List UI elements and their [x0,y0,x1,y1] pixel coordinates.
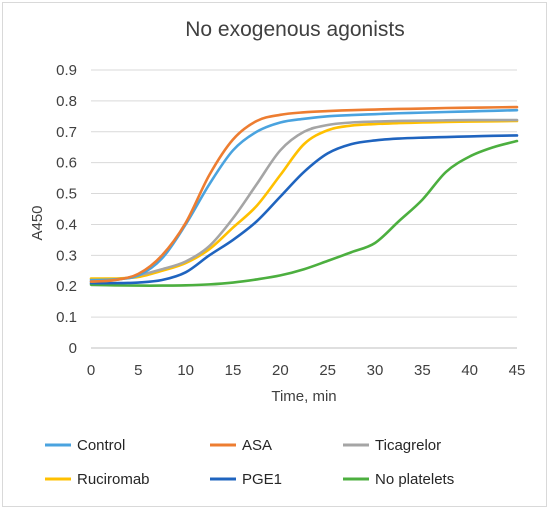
y-tick-label: 0.5 [56,186,77,203]
y-tick-label: 0.8 [56,93,77,110]
y-tick-label: 0.2 [56,278,77,295]
series-line-ticagrelor [89,118,519,283]
x-tick-label: 35 [414,362,431,379]
y-axis-label: A450 [29,205,46,240]
series-line-ruciromab [89,119,519,280]
legend-label-no-platelets: No platelets [375,471,454,488]
x-tick-label: 45 [509,362,526,379]
y-tick-label: 0.9 [56,62,77,79]
y-tick-label: 0.7 [56,124,77,141]
x-tick-label: 0 [87,362,95,379]
x-tick-label: 5 [134,362,142,379]
x-tick-label: 40 [461,362,478,379]
series-lines [89,105,519,287]
y-tick-label: 0.3 [56,247,77,264]
series-line-pge1 [89,134,519,285]
legend-label-ruciromab: Ruciromab [77,471,150,488]
legend-label-ticagrelor: Ticagrelor [375,437,441,454]
x-tick-label: 30 [367,362,384,379]
x-tick-label: 25 [319,362,336,379]
axes: 0 0.1 0.2 0.3 0.4 0.5 0.6 0.7 0.8 0.9 0 5 10 15 20 25 30… [56,62,525,379]
x-tick-label: 15 [225,362,242,379]
series-line-asa [89,105,519,283]
legend-label-control: Control [77,437,125,454]
y-tick-label: 0.6 [56,155,77,172]
y-tick-label: 0.1 [56,309,77,326]
legend-label-asa: ASA [242,437,272,454]
x-tick-label: 10 [177,362,194,379]
y-tick-label: 0.4 [56,216,77,233]
chart-title: No exogenous agonists [185,18,405,41]
x-axis-label: Time, min [271,388,336,405]
legend: Control ASA Ticagrelor Ruciromab PGE1 No plat… [45,437,454,488]
series-line-control [89,108,519,282]
legend-label-pge1: PGE1 [242,471,282,488]
series-line-no-platelets [89,139,519,287]
x-tick-label: 20 [272,362,289,379]
y-tick-label: 0 [69,340,77,357]
